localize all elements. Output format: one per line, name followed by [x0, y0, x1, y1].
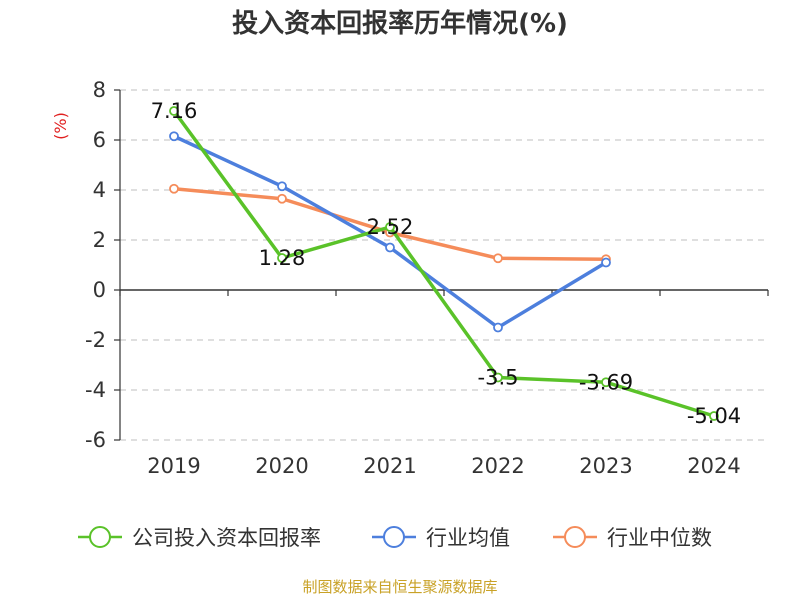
data-label: -3.69: [579, 370, 633, 394]
x-tick-label: 2022: [471, 454, 524, 478]
y-tick-label: 2: [93, 228, 106, 252]
legend-marker: [383, 526, 405, 548]
data-point: [169, 131, 179, 142]
y-tick-label: -2: [85, 328, 106, 352]
grid-layer: [120, 89, 768, 441]
data-label: 2.52: [367, 215, 414, 239]
legend-label: 行业均值: [426, 526, 510, 550]
y-tick-label: 0: [93, 278, 106, 302]
data-point: [169, 183, 179, 194]
data-point: [601, 257, 611, 268]
x-tick-label: 2019: [147, 454, 200, 478]
chart-title: 投入资本回报率历年情况(%): [232, 8, 568, 39]
x-tick-label: 2023: [579, 454, 632, 478]
data-point: [277, 181, 287, 192]
data-point: [493, 322, 503, 333]
y-axis-label: (%): [51, 112, 70, 140]
y-tick-label: 8: [93, 78, 106, 102]
y-tick-label: 6: [93, 128, 106, 152]
data-point: [493, 253, 503, 264]
data-label: -3.5: [478, 366, 519, 390]
data-point: [385, 242, 395, 253]
legend-label: 行业中位数: [607, 526, 712, 550]
data-label: 7.16: [151, 99, 198, 123]
data-point: [169, 106, 179, 116]
data-point: [601, 377, 611, 388]
x-tick-label: 2020: [255, 454, 308, 478]
y-tick-label: -4: [85, 378, 106, 402]
data-point: [277, 193, 287, 204]
data-label: -5.04: [687, 404, 741, 428]
series-line: [172, 109, 716, 418]
data-point: [709, 411, 719, 421]
axis-layer: 8 6 4 2 0 -2 -4 -6 2019 2020 2021 2022 2023 2024: [85, 78, 769, 478]
y-tick-label: -6: [85, 428, 106, 452]
data-label-layer: 7.16 1.28 2.52 -3.5 -3.69 -5.04: [151, 99, 742, 428]
data-point: [493, 372, 503, 383]
y-tick-label: 4: [93, 178, 106, 202]
series-layer: [169, 106, 719, 421]
legend-label: 公司投入资本回报率: [132, 526, 321, 550]
x-tick-label: 2024: [687, 454, 740, 478]
data-label: 1.28: [259, 246, 306, 270]
legend: 公司投入资本回报率 行业均值 行业中位数: [78, 526, 712, 550]
legend-marker: [564, 526, 586, 548]
data-point: [277, 253, 287, 263]
x-tick-label: 2021: [363, 454, 416, 478]
source-note: 制图数据来自恒生聚源数据库: [302, 578, 497, 596]
legend-marker: [89, 526, 111, 548]
data-point: [385, 222, 395, 232]
